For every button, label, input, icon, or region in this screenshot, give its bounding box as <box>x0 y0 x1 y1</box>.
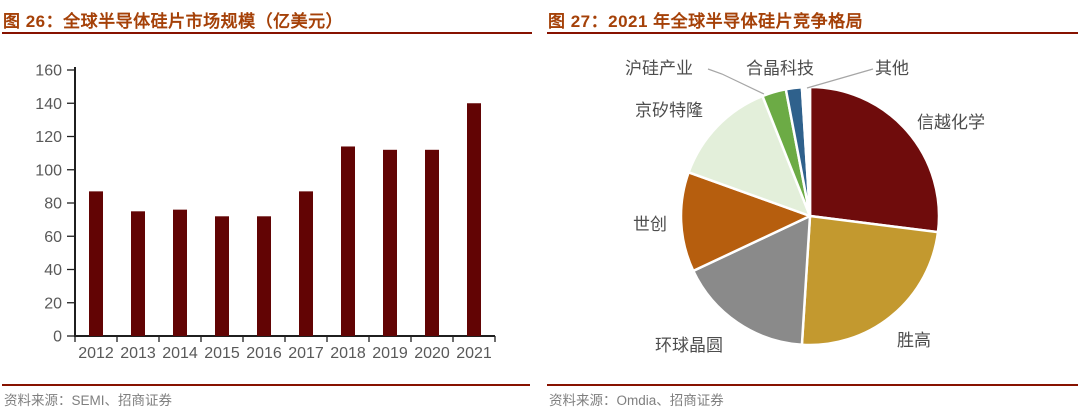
x-label-2015: 2015 <box>204 345 240 362</box>
y-tick-label-160: 160 <box>35 63 62 80</box>
pie-label-7: 其他 <box>875 59 909 78</box>
figure-26-source-note: 资料来源：SEMI、招商证券 <box>4 393 173 408</box>
y-tick-label-40: 40 <box>44 262 62 279</box>
x-label-2018: 2018 <box>330 345 366 362</box>
pie-label-5: 沪硅产业 <box>625 59 693 78</box>
x-label-2020: 2020 <box>414 345 450 362</box>
y-tick-label-120: 120 <box>35 129 62 146</box>
pie-slice-4 <box>687 94 812 218</box>
pie-label-4: 京矽特隆 <box>635 101 703 120</box>
bar-2016 <box>257 216 271 336</box>
x-label-2013: 2013 <box>120 345 156 362</box>
pie-slice-3 <box>679 171 812 273</box>
pie-label-2: 环球晶圆 <box>655 336 723 355</box>
x-label-2017: 2017 <box>288 345 324 362</box>
leader-line-slice-5 <box>707 68 765 95</box>
pie-label-1: 胜高 <box>897 331 931 350</box>
leader-line-slice-7 <box>806 68 874 89</box>
figure-26-title: 图 26：全球半导体硅片市场规模（亿美元） <box>3 12 344 31</box>
y-tick-label-0: 0 <box>53 329 62 346</box>
figure-27-source-note: 资料来源：Omdia、招商证券 <box>549 393 724 408</box>
pie-label-6: 合晶科技 <box>746 59 814 78</box>
y-tick-label-100: 100 <box>35 162 62 179</box>
x-label-2014: 2014 <box>162 345 198 362</box>
pie-slice-2 <box>692 214 812 346</box>
x-label-2016: 2016 <box>246 345 282 362</box>
y-tick-label-20: 20 <box>44 295 62 312</box>
bar-2012 <box>89 191 103 336</box>
bar-chart-market-size: 0 20 40 60 80 100 120 140 160 2012 2013 2014 2015 201… <box>35 63 496 362</box>
bar-2017 <box>299 191 313 336</box>
bar-2021 <box>467 103 481 336</box>
y-tick-label-60: 60 <box>44 229 62 246</box>
bar-2015 <box>215 216 229 336</box>
figure-27-footer-rule <box>547 384 1078 387</box>
figure-27-title-rule <box>547 32 1078 35</box>
bar-2019 <box>383 149 397 336</box>
bar-2020 <box>425 149 439 336</box>
y-tick-label-80: 80 <box>44 196 62 213</box>
figure-26: 图 26：全球半导体硅片市场规模（亿美元） 0 20 40 60 80 100 120 140… <box>2 12 532 408</box>
bar-2013 <box>131 211 145 336</box>
figure-26-footer-rule <box>2 384 530 387</box>
pie-slice-1 <box>800 214 940 347</box>
y-tick-label-140: 140 <box>35 96 62 113</box>
x-label-2021: 2021 <box>456 345 492 362</box>
bar-2014 <box>173 209 187 336</box>
pie-label-0: 信越化学 <box>917 113 985 132</box>
pie-label-3: 世创 <box>633 215 667 234</box>
x-label-2012: 2012 <box>78 345 114 362</box>
figure-27-title: 图 27：2021 年全球半导体硅片竞争格局 <box>548 12 864 31</box>
x-label-2019: 2019 <box>372 345 408 362</box>
figure-27: 图 27：2021 年全球半导体硅片竞争格局 信越化学胜高 环球晶圆 世创 京矽特隆 沪… <box>540 0 1080 419</box>
pie-slice-0 <box>808 85 941 234</box>
figure-26-title-rule <box>2 32 532 35</box>
bar-2018 <box>341 146 355 336</box>
